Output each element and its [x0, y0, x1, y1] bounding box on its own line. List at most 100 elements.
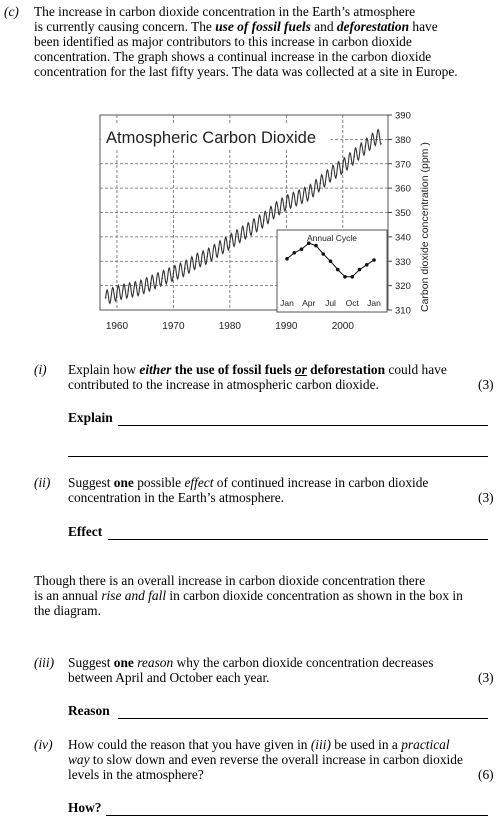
q2-answer-label: Effect	[68, 524, 103, 539]
annual-cycle-x-ticks: Jan Apr Jul Oct Jan	[280, 298, 381, 308]
co2-point	[296, 197, 299, 199]
co2-point	[262, 219, 265, 221]
co2-point	[183, 267, 186, 270]
co2-point	[319, 182, 322, 185]
para-line-1: Though there is an overall increase in c…	[34, 573, 426, 588]
q3-marks: (3)	[478, 670, 494, 685]
co2-point	[240, 233, 242, 236]
co2-point	[308, 192, 310, 194]
y-axis-ticks: 310 320 330 340 350 360 370 380 390	[388, 111, 411, 317]
annual-cycle-x-label: Jan	[280, 298, 294, 308]
y-tick-label: 310	[395, 306, 411, 317]
annual-cycle-point	[299, 247, 304, 251]
annual-cycle-point	[364, 263, 369, 267]
intro-line-1: The increase in carbon dioxide concentra…	[34, 4, 416, 19]
co2-point	[364, 145, 367, 148]
co2-point	[274, 209, 276, 211]
intro-line-5: concentration for the last fifty years. …	[34, 64, 458, 79]
q3-line-1: Suggest one reason why the carbon dioxid…	[68, 655, 434, 670]
intro-line-3: been identified as major contributors to…	[34, 34, 412, 49]
q2-line-2: concentration in the Earth’s atmosphere.	[68, 490, 285, 505]
q2-number: (ii)	[34, 475, 51, 490]
co2-point	[353, 155, 355, 158]
q4-answer-label: How?	[68, 800, 102, 815]
y-tick-label: 340	[395, 232, 411, 243]
x-tick-label: 1980	[219, 321, 242, 332]
title-box	[101, 123, 331, 149]
q1-line-1: Explain how either the use of fossil fue…	[68, 362, 447, 377]
q1-answer-line-2[interactable]	[68, 456, 488, 457]
annual-cycle-box	[276, 229, 388, 313]
y-tick-label: 360	[395, 184, 411, 195]
co2-point	[285, 201, 288, 204]
co2-point	[206, 255, 209, 258]
annual-cycle-x-label: Jul	[325, 298, 336, 308]
q3-number: (iii)	[34, 655, 55, 670]
annual-cycle-point	[285, 257, 289, 261]
co2-point	[217, 248, 220, 250]
co2-point	[375, 136, 378, 138]
annual-cycle-x-label: Apr	[302, 298, 315, 308]
annual-cycle-point	[314, 243, 318, 248]
annual-cycle-point	[321, 252, 326, 256]
annual-cycle-point	[372, 258, 376, 262]
part-label: (c)	[4, 4, 19, 19]
x-tick-label: 1990	[275, 321, 298, 332]
annual-cycle-point	[357, 267, 362, 272]
annual-cycle-point	[350, 275, 355, 279]
y-tick-label: 390	[395, 111, 411, 122]
q3-answer-line[interactable]	[118, 718, 488, 719]
q4-line-1: How could the reason that you have given…	[68, 737, 450, 752]
q1-line-2: contributed to the increase in atmospher…	[68, 377, 379, 392]
annual-cycle-title: Annual Cycle	[307, 233, 357, 243]
annual-cycle-point	[343, 275, 347, 279]
co2-line	[105, 128, 382, 305]
annual-cycle-x-label: Jan	[367, 298, 381, 308]
co2-point	[172, 272, 175, 275]
intro-line-2: is currently causing concern. The use of…	[34, 19, 438, 34]
q4-marks: (6)	[478, 767, 494, 782]
y-axis-label: Carbon dioxide concentration (ppm )	[419, 142, 431, 312]
q1-answer-line-1[interactable]	[118, 425, 488, 426]
x-axis-ticks: 1960 1970 1980 1990 2000	[106, 321, 355, 332]
co2-point	[116, 292, 118, 294]
q2-marks: (3)	[478, 490, 494, 505]
q3-line-2: between April and October each year.	[68, 670, 270, 685]
y-tick-label: 320	[395, 281, 411, 292]
co2-point	[195, 260, 197, 263]
y-tick-label: 330	[395, 257, 411, 268]
co2-series	[104, 128, 382, 305]
co2-point	[342, 165, 344, 167]
q4-answer-line[interactable]	[106, 815, 488, 816]
q1-number: (i)	[34, 362, 47, 377]
x-tick-label: 1970	[162, 321, 185, 332]
intro-line-4: concentration. The graph shows a continu…	[34, 49, 432, 64]
co2-point	[330, 172, 333, 175]
y-tick-label: 370	[395, 159, 411, 170]
co2-point	[138, 287, 141, 289]
q3-answer-label: Reason	[68, 703, 110, 718]
q1-answer-label: Explain	[68, 410, 113, 425]
q4-line-3: levels in the atmosphere?	[68, 767, 204, 782]
annual-cycle-point	[328, 259, 333, 263]
co2-chart: 310 320 330 340 350 360 370 380 390 1960 1970 1980…	[99, 111, 431, 332]
q2-line-1: Suggest one possible effect of continued…	[68, 475, 429, 490]
y-tick-label: 350	[395, 208, 411, 219]
co2-point	[229, 240, 231, 243]
co2-point	[104, 297, 107, 299]
annual-cycle-point	[306, 241, 311, 245]
x-tick-label: 2000	[332, 321, 355, 332]
co2-point	[251, 226, 254, 228]
co2-point	[150, 282, 152, 284]
annual-cycle-point	[335, 267, 340, 272]
co2-point	[127, 289, 130, 292]
annual-cycle-series	[285, 241, 376, 279]
q4-line-2: way to slow down and even reverse the ov…	[68, 752, 463, 767]
para-line-2: is an annual rise and fall in carbon dio…	[34, 588, 463, 603]
co2-point	[161, 277, 163, 280]
q1-marks: (3)	[478, 377, 494, 392]
annual-cycle-point	[292, 251, 297, 255]
q2-answer-line[interactable]	[108, 539, 488, 540]
annual-cycle-x-label: Oct	[346, 298, 360, 308]
y-tick-label: 380	[395, 135, 411, 146]
